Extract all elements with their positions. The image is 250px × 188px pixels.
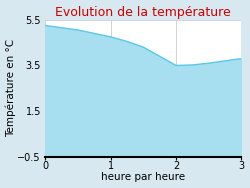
Title: Evolution de la température: Evolution de la température <box>55 6 231 19</box>
Y-axis label: Température en °C: Température en °C <box>6 39 16 137</box>
X-axis label: heure par heure: heure par heure <box>101 172 185 182</box>
